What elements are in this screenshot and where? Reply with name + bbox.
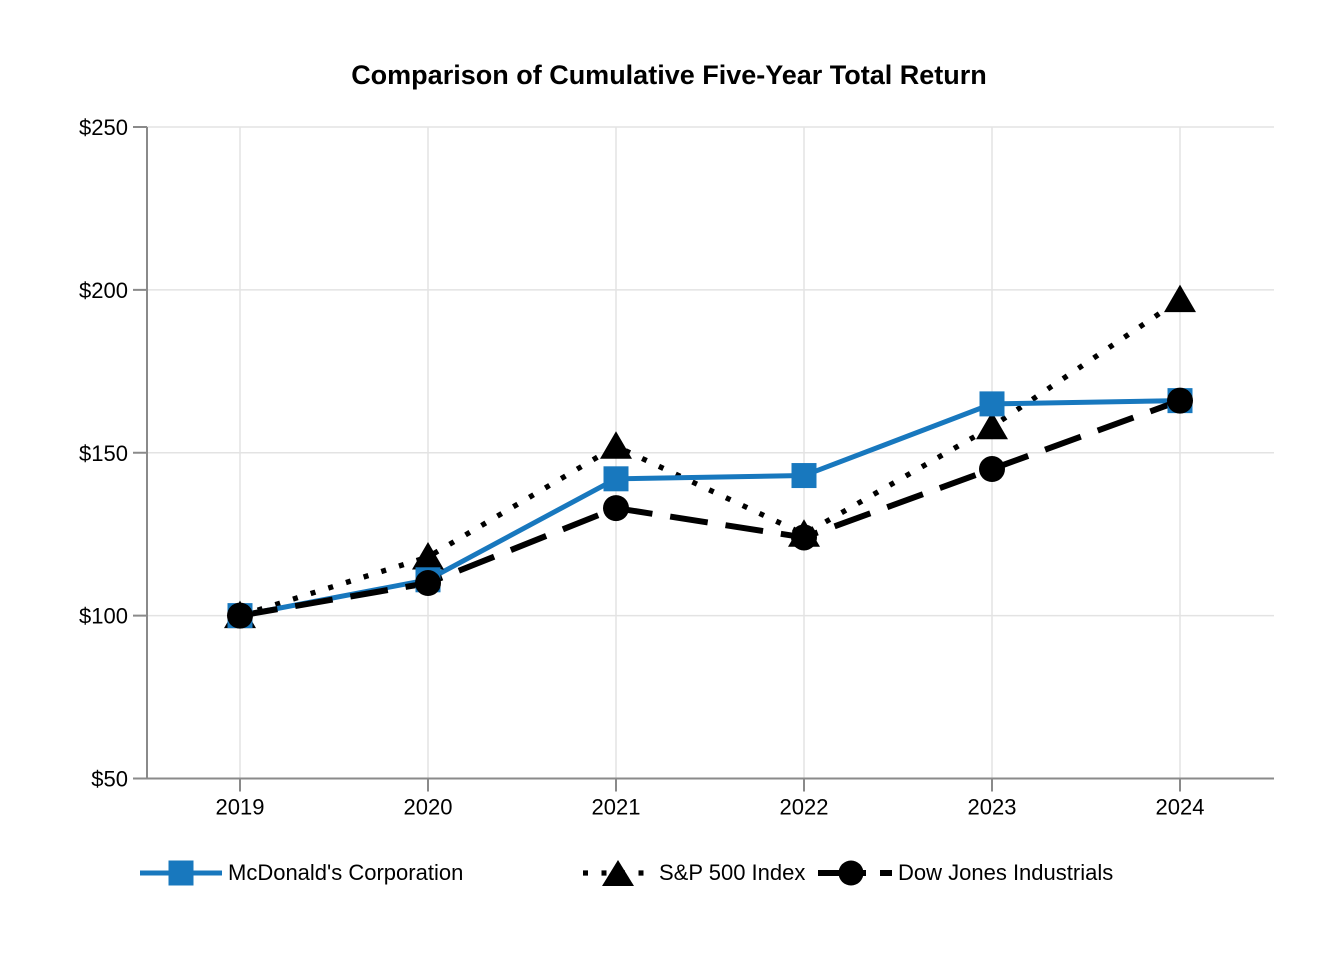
x-tick-label-2019: 2019 [216,795,265,820]
legend-marker-dowjones-circle-icon [818,860,892,886]
marker-dow-jones-industrials-2019 [227,602,253,629]
legend-item-dowjones: Dow Jones Industrials [818,856,1113,890]
marker-mcdonald-s-corporation-2022 [791,463,817,489]
marker-s-p-500-index-2024 [1164,284,1196,313]
marker-dow-jones-industrials-2021 [603,495,629,522]
y-tick-label-100: $100 [79,604,128,629]
marker-dow-jones-industrials-2024 [1167,387,1193,414]
legend-label-mcdonalds: McDonald's Corporation [228,860,464,885]
legend-marker-mcdonalds-square-icon [140,860,222,886]
marker-dow-jones-industrials-2023 [979,456,1005,483]
x-tick-label-2023: 2023 [968,795,1017,820]
x-tick-label-2020: 2020 [404,795,453,820]
series-dow-jones-industrials-line [239,397,1182,619]
x-tick-label-2024: 2024 [1156,795,1205,820]
marker-mcdonald-s-corporation-2023 [979,391,1005,417]
x-tick-label-2021: 2021 [592,795,641,820]
legend-item-mcdonalds: McDonald's Corporation [140,856,463,890]
series-mcdonald-s-corporation-line [239,398,1181,619]
marker-s-p-500-index-2021 [600,431,632,459]
legend-label-sp500: S&P 500 Index [659,860,806,885]
series-s-p-500-index-line [239,297,1182,619]
y-tick-label-150: $150 [79,441,128,466]
y-tick-label-200: $200 [79,278,128,303]
legend-label-dowjones: Dow Jones Industrials [898,860,1114,885]
y-tick-label-250: $250 [79,115,128,140]
x-tick-label-2022: 2022 [780,795,829,820]
y-tick-label-50: $50 [91,767,128,792]
legend-item-sp500: S&P 500 Index [583,856,805,890]
marker-dow-jones-industrials-2020 [415,570,441,597]
marker-s-p-500-index-2023 [976,411,1008,440]
chart-title: Comparison of Cumulative Five-Year Total… [351,60,987,90]
marker-dow-jones-industrials-2022 [791,524,817,551]
legend-marker-sp500-triangle-icon [583,860,653,886]
plot-area: $50 $100 $150 $200 $250 2019 2020 2021 2022 2023 2… [79,115,1274,820]
marker-mcdonald-s-corporation-2021 [603,466,629,492]
marker-s-p-500-index-2020 [412,541,444,570]
